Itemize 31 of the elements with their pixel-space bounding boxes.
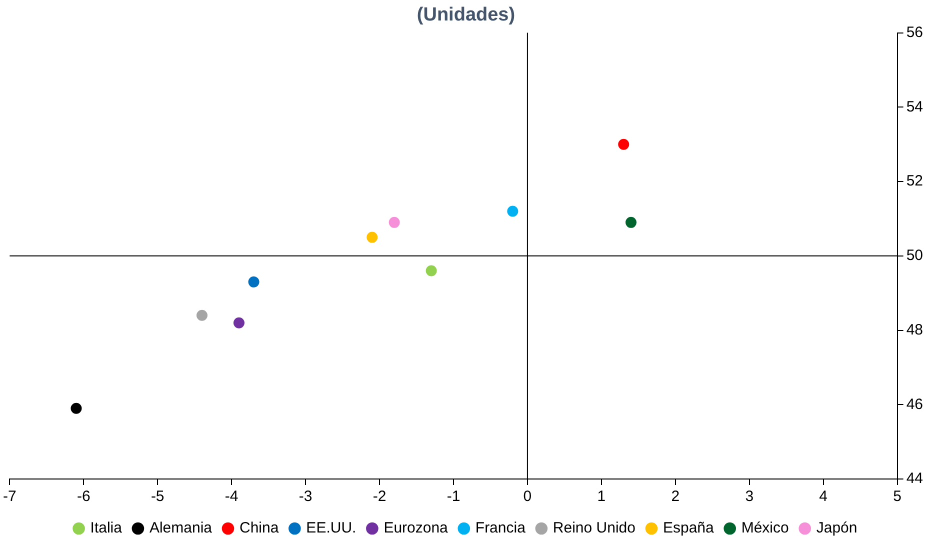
x-tick-label: 3 <box>745 488 754 506</box>
legend-label: China <box>239 520 280 537</box>
x-tick-label: 1 <box>597 488 606 506</box>
legend-label: México <box>741 520 789 537</box>
y-tick-label: 54 <box>906 98 924 116</box>
legend-label: Alemania <box>149 520 213 537</box>
y-tick-label: 48 <box>906 321 924 338</box>
legend-label: EE.UU. <box>306 520 356 537</box>
x-tick-label: -2 <box>372 488 386 506</box>
y-tick-label: 50 <box>906 247 924 264</box>
legend-label: España <box>662 520 715 537</box>
x-tick-label: 4 <box>819 488 828 506</box>
x-tick-label: -1 <box>446 488 460 506</box>
x-tick-label: 0 <box>523 488 532 506</box>
x-tick-label: -7 <box>2 488 16 506</box>
legend-label: Reino Unido <box>552 520 636 537</box>
x-tick-label: -4 <box>224 488 238 506</box>
y-tick-label: 46 <box>906 396 924 413</box>
legend-label: Francia <box>475 520 526 537</box>
legend-label: Japón <box>816 520 858 537</box>
x-tick-label: 2 <box>671 488 680 506</box>
y-tick-label: 52 <box>906 172 924 190</box>
y-tick-label: 56 <box>906 24 924 41</box>
x-tick-label: -6 <box>76 488 90 506</box>
x-tick-label: -3 <box>298 488 312 506</box>
chart-title: (Unidades) <box>416 4 516 26</box>
legend-label: Eurozona <box>384 520 449 537</box>
legend-label: Italia <box>90 520 123 537</box>
x-tick-label: -5 <box>150 488 164 506</box>
y-tick-label: 44 <box>906 470 924 488</box>
x-tick-label: 5 <box>893 488 902 506</box>
